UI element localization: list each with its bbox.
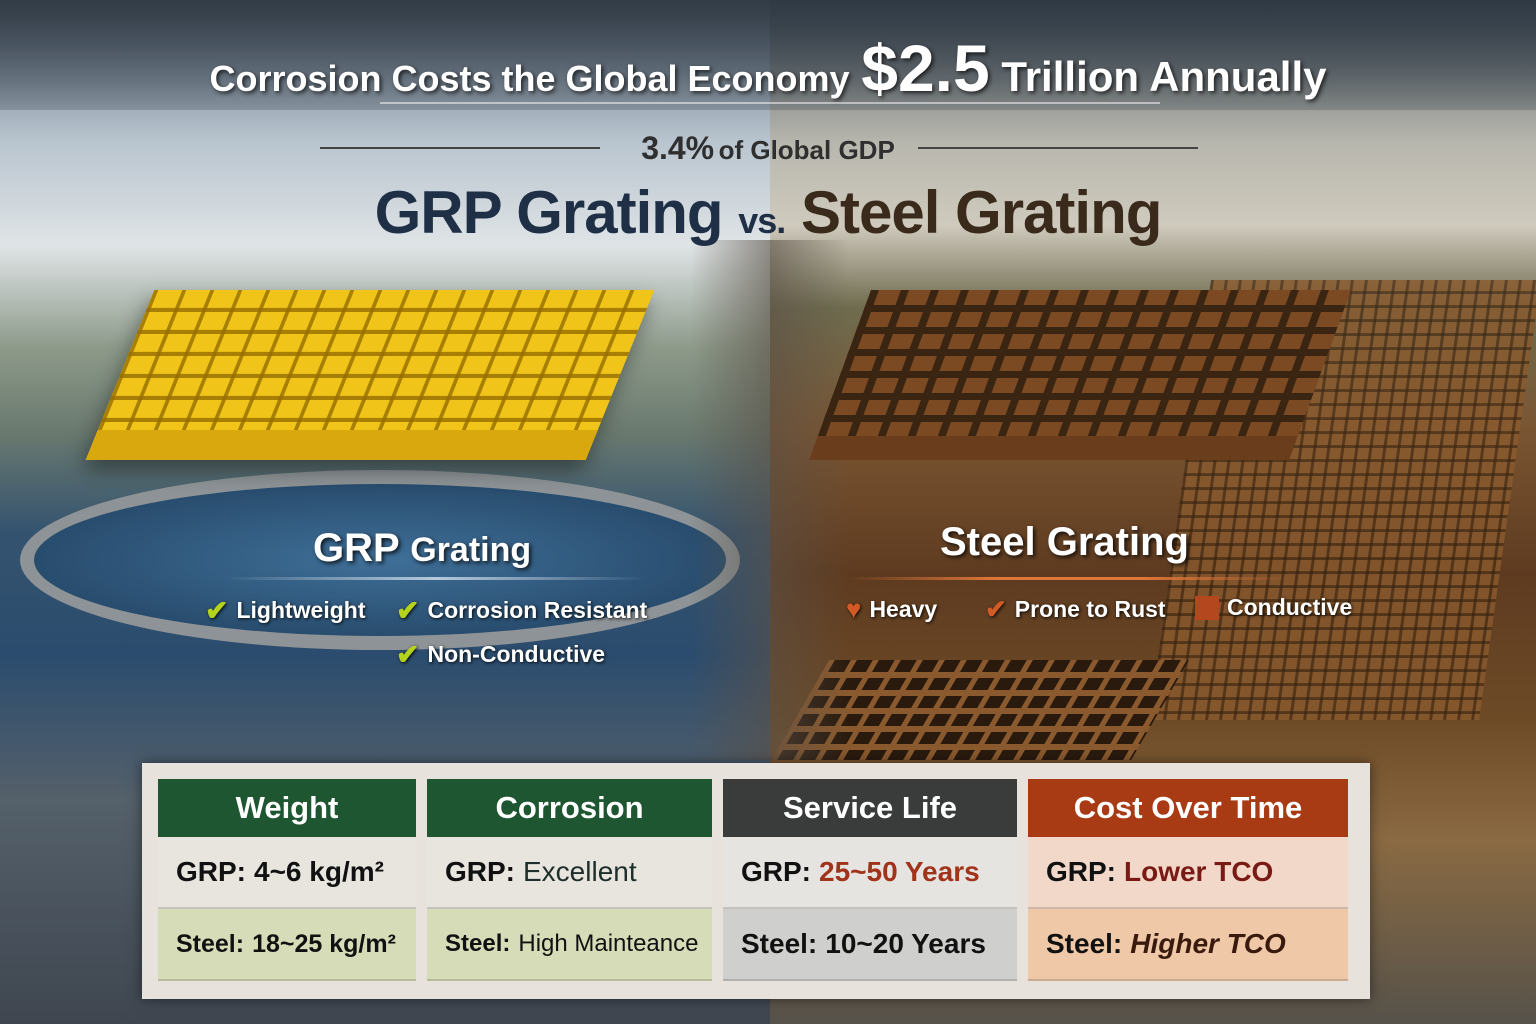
heading-steel: Steel Grating [800,179,1162,246]
title-amount: $2.5 [861,31,990,105]
steel-cell: Steel: High Mainteance [427,909,712,981]
feature-label: Corrosion Resistant [427,597,648,623]
title-prefix: Corrosion Costs the Global Economy [209,58,850,99]
grp-section-title: GRP Grating [313,526,531,571]
gdp-subtitle: 3.4% of Global GDP [0,130,1536,167]
column-header: Weight [158,779,416,837]
gdp-percent: 3.4% [641,130,715,166]
row-label: GRP: [1046,856,1116,887]
yellow-grp-grating-image [85,290,655,460]
rusty-steel-grating-image [809,290,1351,460]
grp-divider [225,577,645,580]
value: 25~50 Years [819,856,980,887]
title-suffix: Trillion Annually [1001,53,1327,100]
grp-cell: GRP: Excellent [427,837,712,909]
check-icon: ✔ [396,639,420,670]
value: Lower TCO [1124,856,1274,887]
value: 18~25 kg/m² [252,929,396,958]
heading-vs: vs. [738,200,786,241]
column-header: Cost Over Time [1028,779,1348,837]
feature-label: Conductive [1227,594,1353,620]
value: Higher TCO [1130,928,1286,959]
grp-cell: GRP: Lower TCO [1028,837,1348,909]
heart-icon: ♥ [846,594,862,624]
gdp-line-right [918,147,1198,149]
feature-label: Lightweight [236,597,366,623]
title-divider [380,102,1160,104]
column-corrosion: Corrosion GRP: Excellent Steel: High Maint… [427,779,712,989]
grp-feature-nonconductive: ✔ Non-Conductive [396,638,605,671]
main-title: Corrosion Costs the Global Economy $2.5 … [0,30,1536,106]
column-service-life: Service Life GRP: 25~50 Years Steel: 10~20… [723,779,1017,989]
steel-divider [850,577,1290,580]
column-header: Corrosion [427,779,712,837]
feature-label: Heavy [869,596,938,622]
gdp-line-left [320,147,600,149]
grp-cell: GRP: 4~6 kg/m² [158,837,416,909]
steel-cell: Steel: Higher TCO [1028,909,1348,981]
row-label: Steel: [1046,928,1123,959]
row-label: Steel: [445,930,511,957]
value: 10~20 Years [825,928,986,959]
column-cost-over-time: Cost Over Time GRP: Lower TCO Steel: Highe… [1028,779,1348,989]
gdp-text: of Global GDP [718,135,895,165]
row-label: Steel: [741,928,818,959]
steel-feature-heavy: ♥ Heavy [846,594,937,625]
row-label: GRP: [445,856,515,887]
feature-label: Non-Conductive [427,641,606,667]
value: 4~6 kg/m² [254,856,384,887]
row-label: GRP: [741,856,811,887]
column-weight: Weight GRP: 4~6 kg/m² Steel: 18~25 kg/m² [158,779,416,989]
check-icon: ✔ [205,595,229,626]
center-blend [690,240,850,760]
steel-cell: Steel: 10~20 Years [723,909,1017,981]
grp-title-rest: Grating [410,531,532,569]
feature-label: Prone to Rust [1014,596,1166,622]
steel-feature-rust: ✔ Prone to Rust [985,594,1166,625]
grp-feature-corrosion: ✔ Corrosion Resistant [396,594,647,627]
value: Excellent [523,856,637,887]
grp-feature-lightweight: ✔ Lightweight [205,594,366,627]
heading-grp: GRP Grating [374,179,724,246]
column-header: Service Life [723,779,1017,837]
grp-cell: GRP: 25~50 Years [723,837,1017,909]
steel-cell: Steel: 18~25 kg/m² [158,909,416,981]
check-icon: ✔ [396,595,420,626]
value: High Mainteance [518,930,699,957]
square-icon [1195,595,1219,620]
row-label: GRP: [176,856,246,887]
top-shade [0,0,1536,110]
grp-title-strong: GRP [313,526,400,570]
steel-section-title: Steel Grating [940,520,1189,564]
check-icon: ✔ [985,594,1007,624]
comparison-heading: GRP Grating vs. Steel Grating [0,178,1536,247]
row-label: Steel: [176,929,245,958]
comparison-table: Weight GRP: 4~6 kg/m² Steel: 18~25 kg/m² C… [142,763,1370,999]
steel-feature-conductive: Conductive [1195,594,1352,621]
